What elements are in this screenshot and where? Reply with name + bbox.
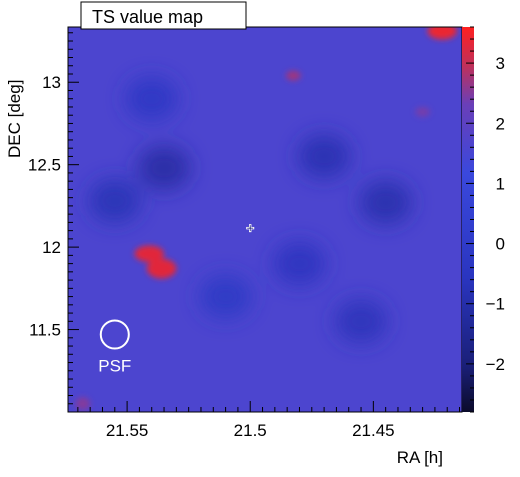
heatmap-hotspot bbox=[415, 106, 430, 117]
heatmap-markers: PSF bbox=[98, 224, 255, 376]
heatmap-hotspot bbox=[75, 397, 91, 411]
x-axis: 21.55 21.5 21.45 bbox=[77, 401, 461, 440]
colorbar-tick-label: 3 bbox=[496, 54, 505, 73]
y-axis-label: DEC [deg] bbox=[5, 80, 24, 158]
chart-title: TS value map bbox=[92, 7, 203, 27]
colorbar-tick-label: 1 bbox=[496, 174, 505, 193]
heatmap-low-region bbox=[138, 145, 191, 190]
x-tick-label: 21.55 bbox=[106, 421, 149, 440]
center-cross-marker bbox=[246, 224, 255, 233]
colorbar-ticks: 3 2 1 0 −1 −2 bbox=[466, 26, 505, 413]
colorbar: 3 2 1 0 −1 −2 bbox=[462, 26, 505, 413]
y-tick-label: 13 bbox=[42, 73, 61, 92]
heatmap-low-region bbox=[359, 180, 412, 225]
plot-area: PSF bbox=[67, 26, 463, 413]
heatmap-hotspot bbox=[285, 70, 301, 81]
colorbar-tick-label: 0 bbox=[496, 235, 505, 254]
title-box: TS value map bbox=[80, 1, 247, 30]
heatmap-low-region bbox=[335, 299, 388, 344]
heatmap-texture bbox=[88, 76, 412, 344]
heatmap-low-region bbox=[298, 134, 351, 179]
y-tick-label: 11.5 bbox=[29, 321, 61, 340]
x-tick-label: 21.45 bbox=[352, 421, 395, 440]
heatmap-low-region bbox=[199, 274, 252, 319]
heatmap-low-region bbox=[125, 76, 178, 121]
x-tick-label: 21.5 bbox=[234, 421, 267, 440]
heatmap-hotspot bbox=[427, 27, 458, 40]
x-axis-label: RA [h] bbox=[397, 448, 443, 467]
heatmap-hotspot bbox=[134, 245, 165, 262]
heatmap-low-region bbox=[273, 241, 326, 286]
y-axis: 11.5 12 12.5 13 bbox=[28, 32, 79, 413]
psf-circle bbox=[99, 319, 130, 350]
heatmap-low-region bbox=[88, 178, 141, 223]
title-frame bbox=[80, 1, 247, 30]
colorbar-tick-label: −2 bbox=[486, 355, 505, 374]
heatmap-hotspots bbox=[75, 27, 458, 411]
colorbar-tick-label: 2 bbox=[496, 114, 505, 133]
y-tick-label: 12 bbox=[42, 238, 61, 257]
y-tick-label: 12.5 bbox=[28, 156, 61, 175]
psf-label: PSF bbox=[98, 357, 131, 376]
heatmap-hotspot bbox=[146, 258, 177, 279]
colorbar-tick-label: −1 bbox=[486, 295, 505, 314]
